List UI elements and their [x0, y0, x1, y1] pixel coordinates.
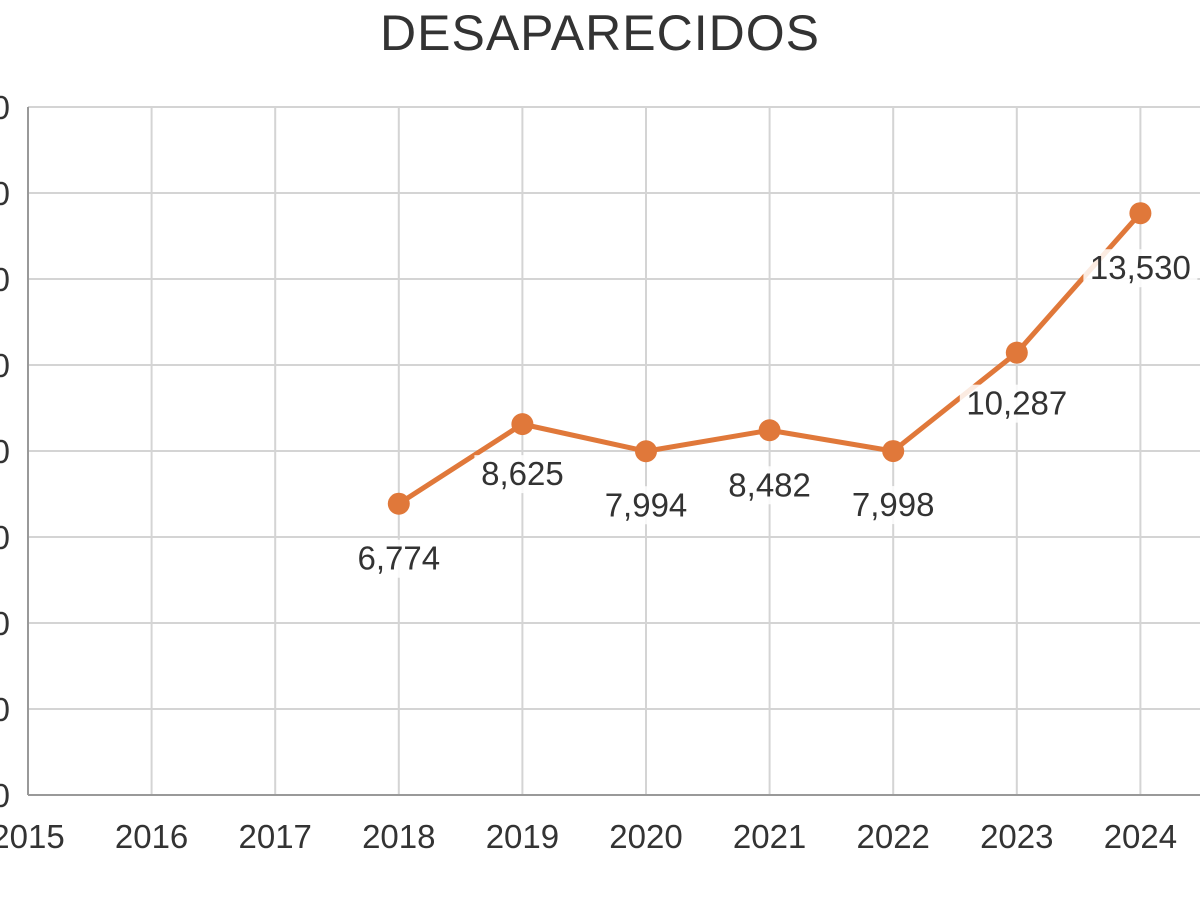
data-label: 8,482 [728, 466, 811, 503]
x-tick-label: 2015 [0, 818, 65, 855]
data-label: 6,774 [358, 540, 441, 577]
data-label-background [845, 486, 942, 525]
data-point [387, 492, 410, 515]
data-label: 13,530 [1090, 249, 1191, 286]
x-tick-label: 2018 [362, 818, 435, 855]
x-tick-label: 2023 [980, 818, 1053, 855]
x-tick-label: 2020 [609, 818, 682, 855]
y-tick-label: 12000 [0, 261, 10, 298]
data-label-background [959, 384, 1074, 423]
x-tick-label: 2024 [1104, 818, 1177, 855]
x-tick-label: 2016 [115, 818, 188, 855]
y-tick-label: 2000 [0, 691, 10, 728]
data-point [1005, 341, 1028, 364]
chart-title: DESAPARECIDOS [380, 5, 820, 61]
y-tick-label: 10000 [0, 347, 10, 384]
y-tick-label: 14000 [0, 175, 10, 212]
x-tick-label: 2021 [733, 818, 806, 855]
data-point [1129, 202, 1152, 225]
x-tick-label: 2022 [856, 818, 929, 855]
y-tick-label: 8000 [0, 433, 10, 470]
y-tick-label: 16000 [0, 89, 10, 126]
data-point [635, 440, 657, 463]
data-label-background [1083, 249, 1198, 288]
y-tick-label: 6000 [0, 519, 10, 556]
data-point [758, 419, 781, 442]
data-point [882, 440, 905, 463]
data-label-background [474, 455, 571, 494]
data-label: 10,287 [966, 385, 1067, 422]
data-point [511, 413, 534, 436]
y-tick-label: 0 [0, 777, 10, 814]
data-label-background [721, 466, 818, 505]
data-label-background [350, 539, 447, 578]
x-tick-label: 2019 [486, 818, 559, 855]
data-label: 7,998 [852, 486, 935, 523]
data-label: 7,994 [605, 486, 688, 523]
data-label-background [598, 486, 694, 525]
x-tick-label: 2017 [238, 818, 311, 855]
data-label: 8,625 [481, 455, 564, 492]
y-tick-label: 4000 [0, 605, 10, 642]
